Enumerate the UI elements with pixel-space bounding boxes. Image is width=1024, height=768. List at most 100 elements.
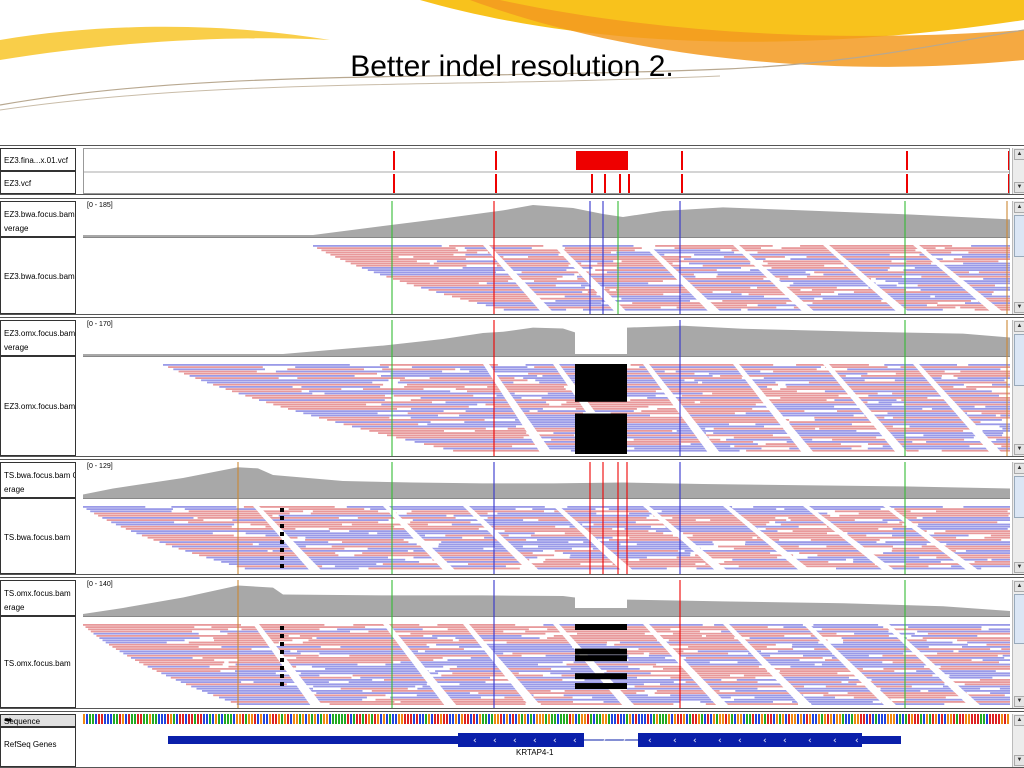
ts-bwa-reads-label[interactable]: TS.bwa.focus.bam (0, 498, 76, 574)
aligned-read (449, 245, 544, 247)
alignment-gap (643, 506, 729, 572)
aligned-read (973, 703, 1010, 705)
ez3-bwa-coverage-label[interactable]: EZ3.bwa.focus.bam verage (0, 201, 76, 237)
scroll-thumb[interactable] (1014, 594, 1024, 644)
aligned-read (273, 403, 367, 406)
scroll-down-icon[interactable]: ▼ (1014, 755, 1024, 766)
sequence-base (524, 714, 526, 724)
ez3-bwa-reads-label[interactable]: EZ3.bwa.focus.bam (0, 237, 76, 314)
ez3-omx-scrollbar[interactable]: ▲ ▼ (1012, 320, 1024, 456)
aligned-read (340, 258, 466, 260)
aligned-read (672, 632, 837, 635)
ts-bwa-coverage-label[interactable]: TS.bwa.focus.bam C erage (0, 462, 76, 498)
aligned-read (367, 269, 567, 271)
sequence-base (797, 714, 799, 724)
deletion-block (575, 624, 627, 630)
scroll-thumb[interactable] (1014, 215, 1024, 257)
scroll-up-icon[interactable]: ▲ (1014, 202, 1024, 213)
aligned-read (733, 436, 877, 439)
scroll-up-icon[interactable]: ▲ (1014, 463, 1024, 474)
scroll-up-icon[interactable]: ▲ (1014, 321, 1024, 332)
deletion-block (575, 648, 627, 655)
aligned-read (467, 390, 656, 393)
aligned-read (493, 528, 613, 530)
aligned-read (438, 543, 621, 546)
aligned-read (504, 696, 573, 699)
ez3-omx-coverage-label[interactable]: EZ3.omx.focus.bam verage (0, 320, 76, 356)
aligned-read (825, 659, 972, 661)
scroll-thumb[interactable] (1014, 334, 1024, 386)
sequence-base (326, 714, 328, 724)
insertion-mark (280, 674, 284, 678)
ts-bwa-scrollbar[interactable]: ▲ ▼ (1012, 462, 1024, 574)
sequence-scrollbar[interactable]: ▲ ▼ (1012, 714, 1024, 767)
scroll-up-icon[interactable]: ▲ (1014, 149, 1024, 160)
sequence-base (977, 714, 979, 724)
vcf2-track-label[interactable]: EZ3.vcf (0, 171, 76, 194)
ts-omx-coverage-label[interactable]: TS.omx.focus.bam erage (0, 580, 76, 616)
aligned-read (349, 654, 522, 657)
scroll-thumb[interactable] (1014, 476, 1024, 518)
sequence-base (113, 714, 115, 724)
sequence-base (338, 714, 340, 724)
sequence-base (722, 714, 724, 724)
aligned-read (967, 641, 1010, 644)
refseq-track-label[interactable]: RefSeq Genes (0, 727, 76, 767)
reads-name: EZ3.omx.focus.bam (4, 402, 76, 411)
aligned-read (416, 694, 534, 697)
alignment-gap (483, 245, 553, 312)
aligned-read (566, 401, 695, 404)
sequence-base (527, 714, 529, 724)
scroll-down-icon[interactable]: ▼ (1014, 696, 1024, 707)
scroll-down-icon[interactable]: ▼ (1014, 444, 1024, 455)
ts-omx-scrollbar[interactable]: ▲ ▼ (1012, 580, 1024, 708)
ts-omx-data-track[interactable] (83, 580, 1010, 708)
aligned-read (944, 397, 1010, 399)
strand-arrow-icon[interactable]: ➡ (4, 715, 13, 726)
sequence-base (899, 714, 901, 724)
sequence-base (614, 714, 616, 724)
aligned-read (606, 383, 778, 386)
aligned-read (496, 264, 569, 267)
ez3-bwa-scrollbar[interactable]: ▲ ▼ (1012, 201, 1024, 314)
aligned-read (796, 364, 869, 366)
aligned-read (486, 648, 620, 650)
aligned-read (836, 567, 982, 570)
aligned-read (228, 563, 377, 565)
sequence-base (638, 714, 640, 724)
vcf-data-track[interactable] (83, 148, 1010, 194)
ts-bwa-data-track[interactable] (83, 462, 1010, 574)
reads-name: TS.bwa.focus.bam (4, 533, 71, 542)
aligned-read (616, 289, 801, 291)
vcf-scrollbar[interactable]: ▲ ▼ (1012, 148, 1024, 194)
sequence-base (959, 714, 961, 724)
coverage-range: [0 - 140] (87, 581, 113, 588)
sequence-base (773, 714, 775, 724)
scroll-up-icon[interactable]: ▲ (1014, 715, 1024, 726)
sequence-data-track[interactable]: ‹ ‹ ‹ ‹ ‹ ‹ ‹ ‹ ‹ ‹ ‹ ‹ ‹ ‹ ‹ ‹ ‹ ‹ (83, 714, 1010, 767)
strand-direction-icon: ‹ (623, 736, 627, 746)
aligned-read (826, 525, 907, 528)
alignment-gap (823, 364, 909, 454)
coverage-range: [0 - 129] (87, 463, 113, 470)
sequence-base (719, 714, 721, 724)
aligned-read (853, 561, 941, 563)
ez3-bwa-data-track[interactable] (83, 201, 1010, 314)
aligned-read (224, 698, 363, 701)
aligned-read (965, 550, 1010, 552)
aligned-read (634, 447, 762, 450)
scroll-down-icon[interactable]: ▼ (1014, 182, 1024, 193)
scroll-up-icon[interactable]: ▲ (1014, 581, 1024, 592)
ez3-omx-data-track[interactable] (83, 320, 1010, 456)
aligned-read (702, 381, 776, 384)
ez3-omx-reads-label[interactable]: EZ3.omx.focus.bam (0, 356, 76, 456)
aligned-read (736, 679, 867, 681)
sequence-base (122, 714, 124, 724)
ts-omx-reads-label[interactable]: TS.omx.focus.bam (0, 616, 76, 708)
scroll-down-icon[interactable]: ▼ (1014, 302, 1024, 313)
aligned-read (399, 379, 528, 382)
scroll-down-icon[interactable]: ▼ (1014, 562, 1024, 573)
aligned-read (858, 512, 1010, 515)
sequence-track-label[interactable]: Sequence ➡ (0, 714, 76, 727)
vcf1-track-label[interactable]: EZ3.fina...x.01.vcf (0, 148, 76, 171)
